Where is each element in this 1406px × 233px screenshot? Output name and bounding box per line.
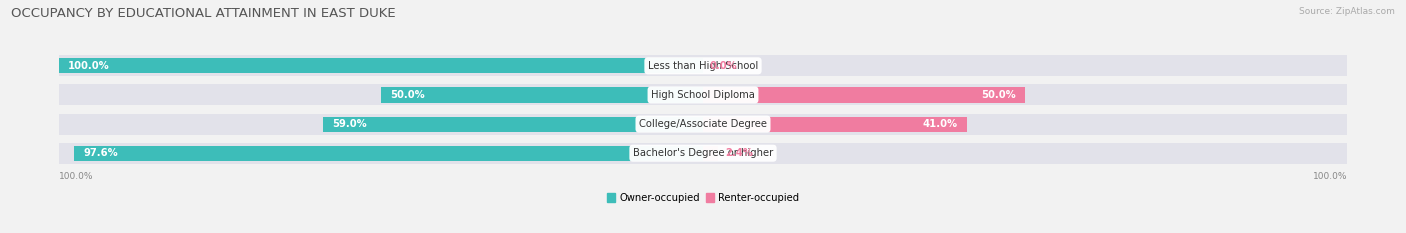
Bar [323, 116, 703, 132]
Bar [59, 84, 1347, 105]
Bar [381, 87, 703, 103]
Bar [703, 146, 718, 161]
Text: 50.0%: 50.0% [981, 90, 1015, 100]
Text: College/Associate Degree: College/Associate Degree [638, 119, 768, 129]
Bar [703, 116, 967, 132]
Bar [75, 146, 703, 161]
Text: 2.4%: 2.4% [725, 148, 752, 158]
Text: OCCUPANCY BY EDUCATIONAL ATTAINMENT IN EAST DUKE: OCCUPANCY BY EDUCATIONAL ATTAINMENT IN E… [11, 7, 396, 20]
Text: 41.0%: 41.0% [922, 119, 957, 129]
Text: 100.0%: 100.0% [1313, 172, 1347, 181]
Bar [59, 113, 1347, 134]
Text: Less than High School: Less than High School [648, 61, 758, 71]
Text: Bachelor's Degree or higher: Bachelor's Degree or higher [633, 148, 773, 158]
Bar [59, 55, 1347, 76]
Bar [59, 58, 703, 73]
Text: 0.0%: 0.0% [710, 61, 737, 71]
Text: 59.0%: 59.0% [332, 119, 367, 129]
Text: 100.0%: 100.0% [69, 61, 110, 71]
Text: 100.0%: 100.0% [59, 172, 93, 181]
Text: Source: ZipAtlas.com: Source: ZipAtlas.com [1299, 7, 1395, 16]
Text: 97.6%: 97.6% [84, 148, 118, 158]
Text: High School Diploma: High School Diploma [651, 90, 755, 100]
Bar [703, 87, 1025, 103]
Legend: Owner-occupied, Renter-occupied: Owner-occupied, Renter-occupied [603, 189, 803, 207]
Text: 50.0%: 50.0% [391, 90, 425, 100]
Bar [59, 143, 1347, 164]
